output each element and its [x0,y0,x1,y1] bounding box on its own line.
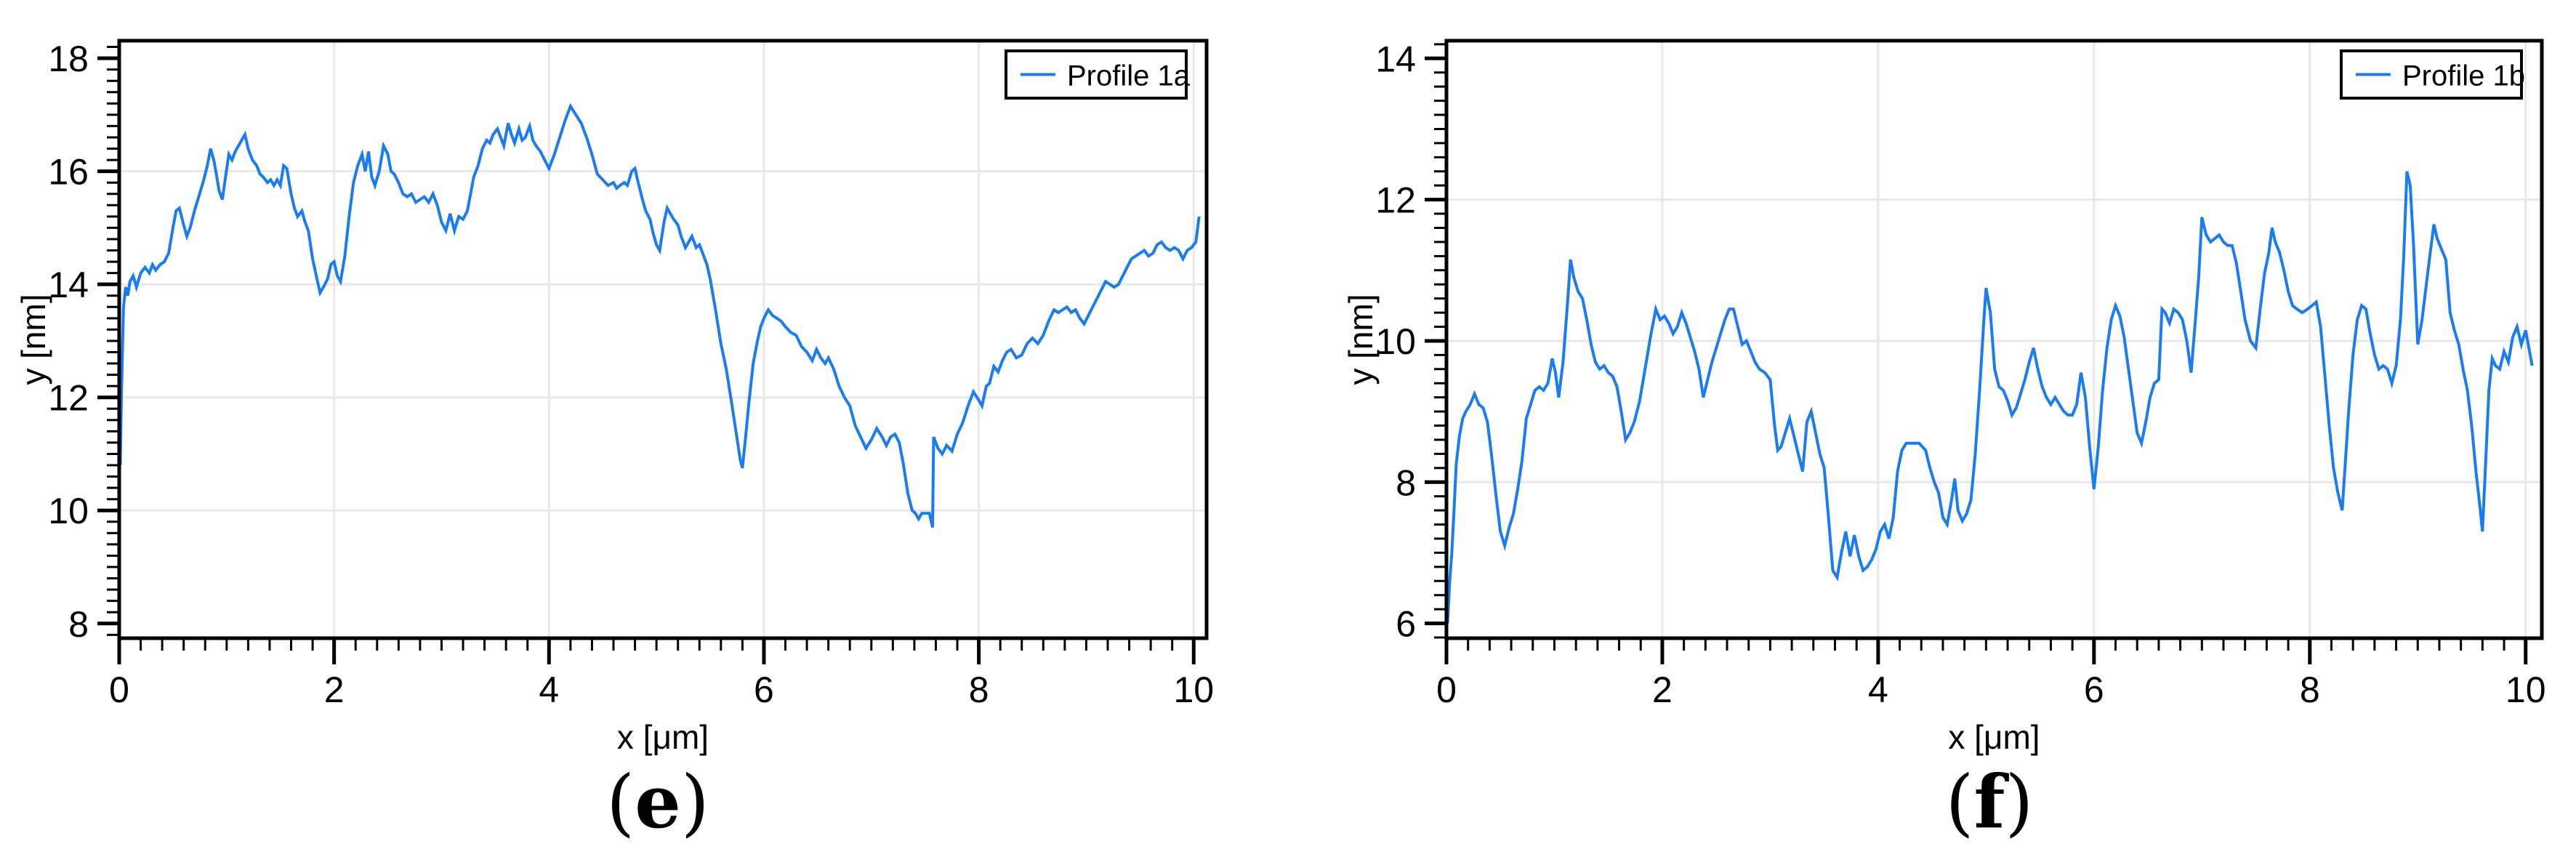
caption-text: (e) [606,762,709,842]
svg-text:6: 6 [2084,669,2104,710]
caption-open-paren: ( [1945,760,1974,845]
profile-1b-chart: 0 2 4 6 8 10 6 8 10 12 14 x [μm] y [nm] Profile 1b [1288,0,2576,756]
chart-panel-f: 0 2 4 6 8 10 6 8 10 12 14 x [μm] y [nm] Profile 1b (f… [1288,0,2576,857]
svg-text:8: 8 [1396,462,1416,503]
svg-text:Profile 1b: Profile 1b [2402,60,2525,92]
svg-text:x [μm]: x [μm] [1948,718,2040,756]
svg-text:10: 10 [2505,669,2546,710]
caption-letter: f [1973,759,2005,845]
svg-text:14: 14 [1375,39,1416,79]
svg-text:18: 18 [48,39,89,79]
svg-text:12: 12 [1375,180,1416,221]
svg-text:2: 2 [324,669,345,710]
panel-caption-e: (e) [0,756,1288,857]
svg-text:Profile 1a: Profile 1a [1067,60,1191,92]
svg-text:x [μm]: x [μm] [617,718,709,756]
caption-open-paren: ( [606,760,635,845]
caption-close-paren: ) [2005,760,2034,845]
svg-text:12: 12 [48,378,89,419]
svg-text:4: 4 [539,669,559,710]
chart-panel-e: 0 2 4 6 8 10 8 10 12 14 16 18 x [μm] y [nm] Profile 1a… [0,0,1288,857]
svg-text:10: 10 [1173,669,1214,710]
panel-caption-f: (f) [1288,756,2576,857]
svg-text:8: 8 [2300,669,2320,710]
profile-1a-chart: 0 2 4 6 8 10 8 10 12 14 16 18 x [μm] y [nm] Profile 1a [0,0,1288,756]
svg-text:y [nm]: y [nm] [1342,294,1380,385]
svg-text:6: 6 [1396,604,1416,645]
caption-close-paren: ) [680,760,709,845]
svg-text:4: 4 [1868,669,1888,710]
svg-text:0: 0 [109,669,129,710]
svg-text:2: 2 [1652,669,1673,710]
svg-text:10: 10 [1375,321,1416,362]
svg-text:16: 16 [48,152,89,193]
caption-letter: e [635,759,681,845]
svg-text:8: 8 [68,604,89,645]
svg-text:0: 0 [1436,669,1457,710]
svg-text:14: 14 [48,265,89,305]
caption-text: (f) [1945,762,2033,842]
svg-text:6: 6 [754,669,774,710]
svg-text:y [nm]: y [nm] [15,294,52,385]
svg-text:10: 10 [48,491,89,531]
svg-text:8: 8 [969,669,989,710]
